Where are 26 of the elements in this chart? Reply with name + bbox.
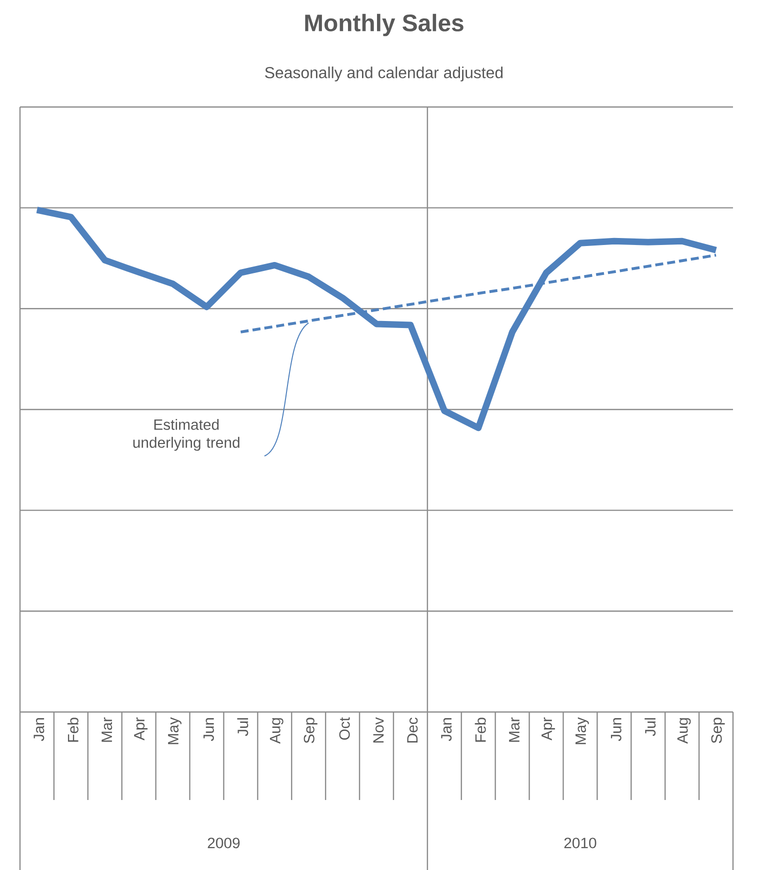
x-tick-label: Sep <box>304 718 318 744</box>
x-tick-label: Jul <box>644 718 656 736</box>
annotation: Estimated underlying trend <box>133 418 240 451</box>
x-tick-label: Apr <box>134 717 148 740</box>
x-tick-label: Jun <box>204 718 214 742</box>
x-tick-label: Aug <box>270 718 284 744</box>
x-tick-label: Mar <box>102 717 112 742</box>
x-tick-label: May <box>576 717 589 744</box>
chart-subtitle: Seasonally and calendar adjusted <box>265 66 503 82</box>
x-tick-label: Oct <box>339 717 350 740</box>
x-tick-label: May <box>168 717 182 744</box>
x-tick-label: Dec <box>407 718 418 743</box>
text: 2010 <box>564 838 596 848</box>
x-tick-label: Sep <box>711 718 725 744</box>
x-tick-label: Jun <box>610 718 622 742</box>
x-tick-label: Jan <box>34 718 44 742</box>
x-tick-label: Jan <box>441 718 452 742</box>
x-tick-label: Apr <box>542 717 555 740</box>
x-tick-label: Jul <box>237 718 248 736</box>
text: 2009 <box>208 838 240 848</box>
chart-title: Monthly Sales <box>305 14 464 36</box>
x-tick-label: Feb <box>67 718 78 742</box>
x-tick-label: Feb <box>474 718 486 742</box>
x-tick-label: Mar <box>509 717 520 742</box>
x-tick-label: Nov <box>373 717 384 743</box>
x-tick-label: Aug <box>677 718 691 744</box>
